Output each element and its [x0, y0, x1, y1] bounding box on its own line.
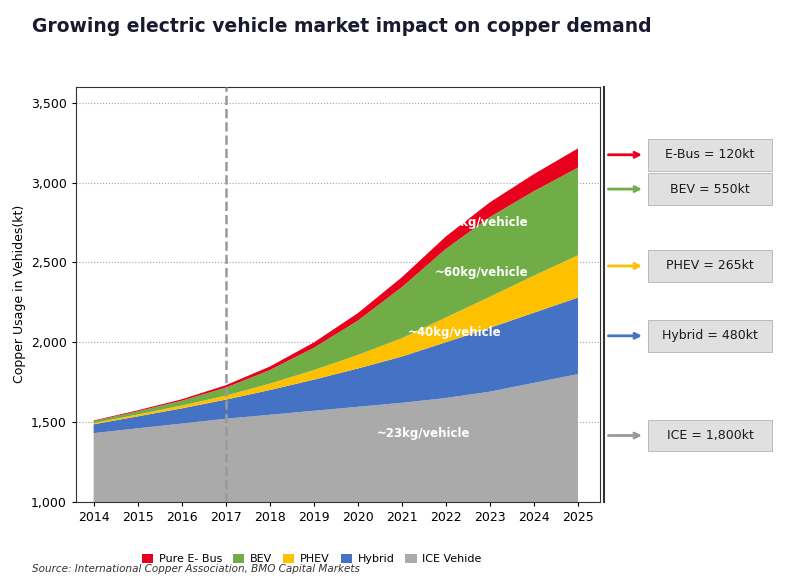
- Text: Source: International Copper Association, BMO Capital Markets: Source: International Copper Association…: [32, 564, 360, 574]
- Text: ~23kg/vehicle: ~23kg/vehicle: [377, 427, 470, 440]
- Text: PHEV = 265kt: PHEV = 265kt: [666, 259, 754, 273]
- Text: E-Bus = 120kt: E-Bus = 120kt: [666, 148, 754, 161]
- Text: ~60kg/vehicle: ~60kg/vehicle: [434, 266, 528, 278]
- Legend: Pure E- Bus, BEV, PHEV, Hybrid, ICE Vehide: Pure E- Bus, BEV, PHEV, Hybrid, ICE Vehi…: [138, 550, 486, 569]
- Text: Growing electric vehicle market impact on copper demand: Growing electric vehicle market impact o…: [32, 17, 652, 37]
- Text: BEV = 550kt: BEV = 550kt: [670, 183, 750, 195]
- Text: ICE = 1,800kt: ICE = 1,800kt: [666, 429, 754, 442]
- Text: Hybrid = 480kt: Hybrid = 480kt: [662, 329, 758, 342]
- Text: ~83kg/vehicle: ~83kg/vehicle: [434, 216, 528, 229]
- Y-axis label: Copper Usage in Vehides(kt): Copper Usage in Vehides(kt): [13, 205, 26, 383]
- Text: ~40kg/vehicle: ~40kg/vehicle: [408, 326, 502, 339]
